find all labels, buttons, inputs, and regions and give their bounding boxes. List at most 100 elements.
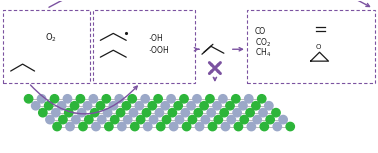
Circle shape	[131, 122, 139, 131]
Text: $\cdot$OH: $\cdot$OH	[148, 32, 164, 43]
Circle shape	[79, 122, 87, 131]
Circle shape	[220, 108, 228, 117]
Circle shape	[213, 102, 221, 110]
Circle shape	[162, 116, 171, 124]
Circle shape	[110, 116, 119, 124]
Circle shape	[232, 95, 240, 103]
Circle shape	[253, 116, 261, 124]
Circle shape	[221, 122, 230, 131]
Circle shape	[45, 102, 53, 110]
Circle shape	[122, 102, 130, 110]
Circle shape	[90, 108, 99, 117]
Circle shape	[187, 102, 195, 110]
Circle shape	[233, 108, 241, 117]
Circle shape	[181, 108, 189, 117]
Circle shape	[52, 108, 60, 117]
Circle shape	[155, 108, 164, 117]
Circle shape	[168, 108, 177, 117]
Circle shape	[207, 108, 215, 117]
Circle shape	[239, 102, 247, 110]
Circle shape	[128, 95, 136, 103]
FancyArrowPatch shape	[49, 0, 370, 7]
Circle shape	[96, 102, 105, 110]
Text: O: O	[316, 44, 321, 50]
Circle shape	[245, 95, 253, 103]
Circle shape	[115, 95, 124, 103]
Circle shape	[124, 116, 132, 124]
Circle shape	[57, 102, 66, 110]
Circle shape	[50, 95, 59, 103]
Circle shape	[25, 95, 33, 103]
Circle shape	[257, 95, 266, 103]
Circle shape	[39, 108, 47, 117]
Circle shape	[46, 116, 54, 124]
Text: O$_2$: O$_2$	[45, 31, 56, 44]
Text: CO$_2$: CO$_2$	[255, 36, 271, 49]
Text: CO: CO	[255, 27, 266, 36]
Circle shape	[92, 122, 100, 131]
Circle shape	[149, 116, 158, 124]
Circle shape	[265, 102, 273, 110]
Circle shape	[129, 108, 138, 117]
Circle shape	[219, 95, 227, 103]
Text: $\cdot$OOH: $\cdot$OOH	[148, 44, 170, 55]
Circle shape	[161, 102, 169, 110]
Circle shape	[53, 122, 61, 131]
FancyBboxPatch shape	[93, 10, 195, 83]
Circle shape	[286, 122, 294, 131]
FancyArrowPatch shape	[31, 85, 137, 114]
Circle shape	[247, 122, 256, 131]
Circle shape	[59, 116, 67, 124]
Circle shape	[72, 116, 80, 124]
Circle shape	[193, 95, 201, 103]
Circle shape	[104, 108, 112, 117]
Circle shape	[148, 102, 156, 110]
Circle shape	[259, 108, 267, 117]
Circle shape	[194, 108, 203, 117]
FancyBboxPatch shape	[3, 10, 90, 83]
Text: CH$_4$: CH$_4$	[255, 47, 271, 60]
Circle shape	[141, 95, 149, 103]
Circle shape	[76, 95, 85, 103]
Circle shape	[77, 108, 86, 117]
Circle shape	[85, 116, 93, 124]
Circle shape	[109, 102, 118, 110]
Circle shape	[142, 108, 151, 117]
Circle shape	[240, 116, 248, 124]
Circle shape	[180, 95, 188, 103]
Circle shape	[154, 95, 162, 103]
Circle shape	[136, 116, 145, 124]
Circle shape	[214, 116, 223, 124]
Circle shape	[234, 122, 243, 131]
Circle shape	[37, 95, 46, 103]
Circle shape	[246, 108, 254, 117]
Circle shape	[169, 122, 178, 131]
Circle shape	[135, 102, 144, 110]
Circle shape	[175, 116, 184, 124]
Circle shape	[260, 122, 268, 131]
Circle shape	[174, 102, 182, 110]
Circle shape	[188, 116, 197, 124]
Circle shape	[83, 102, 92, 110]
Circle shape	[252, 102, 260, 110]
Circle shape	[195, 122, 204, 131]
Circle shape	[226, 102, 234, 110]
Circle shape	[66, 122, 74, 131]
Circle shape	[167, 95, 175, 103]
FancyBboxPatch shape	[247, 10, 375, 83]
Circle shape	[105, 122, 113, 131]
Circle shape	[227, 116, 235, 124]
Circle shape	[63, 95, 72, 103]
Circle shape	[272, 108, 280, 117]
Circle shape	[98, 116, 106, 124]
Circle shape	[31, 102, 40, 110]
Circle shape	[208, 122, 217, 131]
Circle shape	[144, 122, 152, 131]
Circle shape	[65, 108, 73, 117]
Circle shape	[273, 122, 282, 131]
Circle shape	[183, 122, 191, 131]
Circle shape	[102, 95, 110, 103]
Circle shape	[116, 108, 125, 117]
Circle shape	[201, 116, 209, 124]
Circle shape	[206, 95, 214, 103]
